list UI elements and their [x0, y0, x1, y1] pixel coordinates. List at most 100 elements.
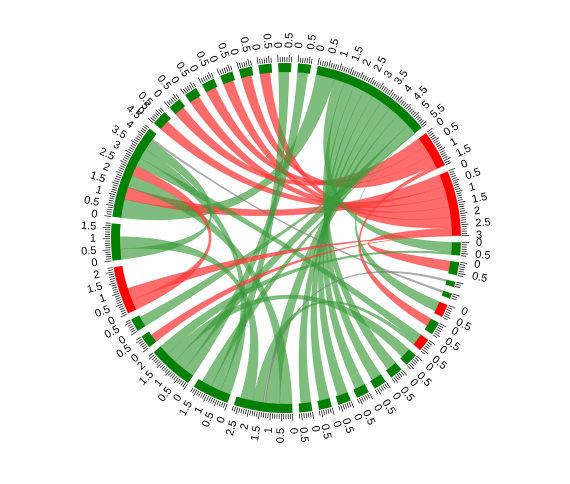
tick-mark: [169, 373, 174, 378]
tick-mark: [135, 137, 140, 141]
sector-s33: [113, 265, 137, 314]
tick-label-s9-1: 0.5: [283, 33, 295, 49]
tick-mark: [225, 67, 229, 72]
tick-mark: [127, 323, 133, 327]
tick-mark: [222, 402, 226, 408]
tick-mark: [133, 139, 139, 143]
tick-label-s13-0: 0: [459, 158, 469, 171]
tick-mark: [185, 87, 189, 92]
sector-s13: [439, 171, 461, 236]
sector-s21: [400, 349, 416, 365]
tick-mark: [175, 94, 180, 99]
tick-mark: [449, 170, 455, 174]
tick-mark: [306, 58, 308, 64]
tick-mark: [109, 278, 115, 280]
tick-mark: [312, 411, 314, 419]
tick-mark: [420, 120, 427, 126]
tick-mark: [218, 401, 222, 407]
tick-mark: [143, 126, 148, 130]
tick-mark: [305, 412, 307, 418]
sector-s7: [238, 66, 254, 79]
tick-mark: [461, 219, 467, 221]
tick-mark: [343, 66, 346, 72]
sector-s30: [153, 346, 194, 384]
sectors-layer: [110, 63, 461, 414]
tick-mark: [233, 406, 237, 412]
tick-mark: [259, 58, 261, 64]
tick-mark: [120, 165, 125, 168]
tick-mark: [408, 108, 413, 113]
tick-mark: [203, 394, 208, 402]
tick-mark: [444, 313, 450, 316]
tick-mark: [268, 55, 270, 63]
tick-mark: [458, 203, 464, 206]
tick-label-s13-3: 1.5: [471, 191, 488, 206]
tick-mark: [393, 376, 399, 383]
tick-label-s24-0: 0: [371, 402, 384, 413]
link-s33-s13: [127, 235, 452, 301]
tick-mark: [433, 332, 441, 338]
tick-mark: [156, 362, 163, 368]
tick-mark: [317, 57, 320, 65]
tick-mark: [202, 393, 206, 399]
tick-mark: [357, 398, 360, 404]
tick-mark: [174, 377, 179, 384]
tick-mark: [144, 124, 149, 129]
ticks-layer: 00.511.522.533.544.5500.500.500.500.500.…: [81, 33, 491, 444]
tick-mark: [112, 288, 118, 291]
tick-mark: [262, 412, 265, 418]
tick-mark: [445, 311, 451, 314]
tick-mark: [437, 146, 443, 150]
tick-label-s26-0: 0: [330, 420, 343, 429]
tick-mark: [147, 117, 154, 123]
tick-mark: [323, 409, 325, 415]
tick-mark: [106, 271, 114, 274]
tick-mark: [116, 299, 122, 302]
tick-label-s11-2: 1: [338, 49, 351, 58]
tick-mark: [236, 61, 239, 69]
tick-mark: [437, 327, 443, 331]
tick-label-s9-0: 0: [271, 42, 283, 49]
tick-mark: [459, 210, 465, 212]
link-s34-s28: [119, 236, 259, 401]
tick-mark: [171, 374, 176, 379]
tick-mark: [208, 396, 212, 402]
tick-mark: [223, 67, 227, 73]
tick-mark: [451, 177, 457, 180]
tick-mark: [424, 345, 430, 350]
tick-mark: [261, 58, 263, 64]
tick-mark: [400, 100, 405, 106]
tick-mark: [357, 72, 361, 78]
tick-mark: [456, 194, 462, 197]
tick-mark: [216, 68, 220, 76]
tick-mark: [427, 341, 433, 346]
tick-mark: [446, 309, 452, 312]
tick-mark: [431, 136, 437, 140]
tick-mark: [188, 84, 193, 90]
tick-mark: [161, 365, 166, 370]
tick-label-s13-4: 2: [473, 205, 481, 218]
tick-mark: [396, 374, 401, 379]
tick-mark: [395, 96, 400, 101]
tick-mark: [319, 60, 322, 66]
tick-mark: [439, 150, 445, 154]
tick-mark: [180, 88, 185, 95]
tick-label-s29-1: 0.5: [200, 410, 217, 429]
tick-mark: [148, 352, 154, 357]
tick-mark: [322, 60, 324, 66]
link-s21-s30: [167, 294, 410, 362]
tick-mark: [154, 359, 160, 364]
tick-label-s1-0: 0: [91, 208, 99, 221]
tick-mark: [447, 307, 453, 310]
tick-mark: [461, 223, 469, 225]
tick-mark: [120, 160, 127, 164]
tick-mark: [398, 372, 403, 378]
tick-mark: [150, 117, 155, 122]
tick-mark: [411, 360, 416, 365]
tick-mark: [109, 197, 115, 200]
tick-mark: [106, 203, 114, 206]
tick-label-s1-3: 1.5: [89, 169, 107, 185]
tick-mark: [332, 63, 335, 69]
tick-mark: [408, 363, 414, 370]
tick-mark: [122, 158, 128, 162]
